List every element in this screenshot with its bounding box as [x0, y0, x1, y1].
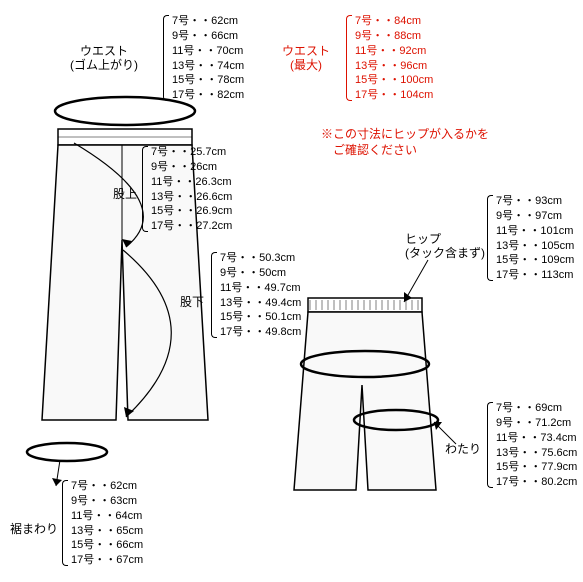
label-waist-up: ウエスト(ゴム上がり)	[70, 44, 138, 73]
bracket-hip	[487, 195, 493, 281]
bracket-waist-up	[163, 15, 169, 101]
label-note: ※この寸法にヒップが入るかを ご確認ください	[321, 126, 489, 158]
label-waist-max: ウエスト(最大)	[282, 44, 330, 73]
label-hem: 裾まわり	[10, 522, 58, 536]
bracket-inseam	[211, 252, 217, 338]
label-inseam: 股下	[180, 295, 204, 309]
table-waist-up: 7号・・62cm9号・・66cm11号・・70cm13号・・74cm15号・・7…	[172, 14, 244, 103]
hip-pointer	[398, 256, 432, 306]
table-rise: 7号・・25.7cm9号・・26cm11号・・26.3cm13号・・26.6cm…	[151, 145, 232, 234]
label-hip: ヒップ(タック含まず)	[405, 232, 485, 261]
table-hem: 7号・・62cm9号・・63cm11号・・64cm13号・・65cm15号・・6…	[71, 479, 143, 568]
bracket-wadari	[487, 402, 493, 488]
label-wadari: わたり	[445, 442, 481, 456]
table-hip: 7号・・93cm9号・・97cm11号・・101cm13号・・105cm15号・…	[496, 194, 574, 283]
bracket-hem	[62, 480, 68, 566]
bracket-waist-max	[346, 15, 352, 101]
table-wadari: 7号・・69cm9号・・71.2cm11号・・73.4cm13号・・75.6cm…	[496, 401, 577, 490]
bracket-rise	[142, 146, 148, 232]
table-waist-max: 7号・・84cm9号・・88cm11号・・92cm13号・・96cm15号・・1…	[355, 14, 433, 103]
back-garment	[280, 290, 450, 500]
label-rise: 股上	[113, 187, 137, 201]
table-inseam: 7号・・50.3cm9号・・50cm11号・・49.7cm13号・・49.4cm…	[220, 251, 301, 340]
